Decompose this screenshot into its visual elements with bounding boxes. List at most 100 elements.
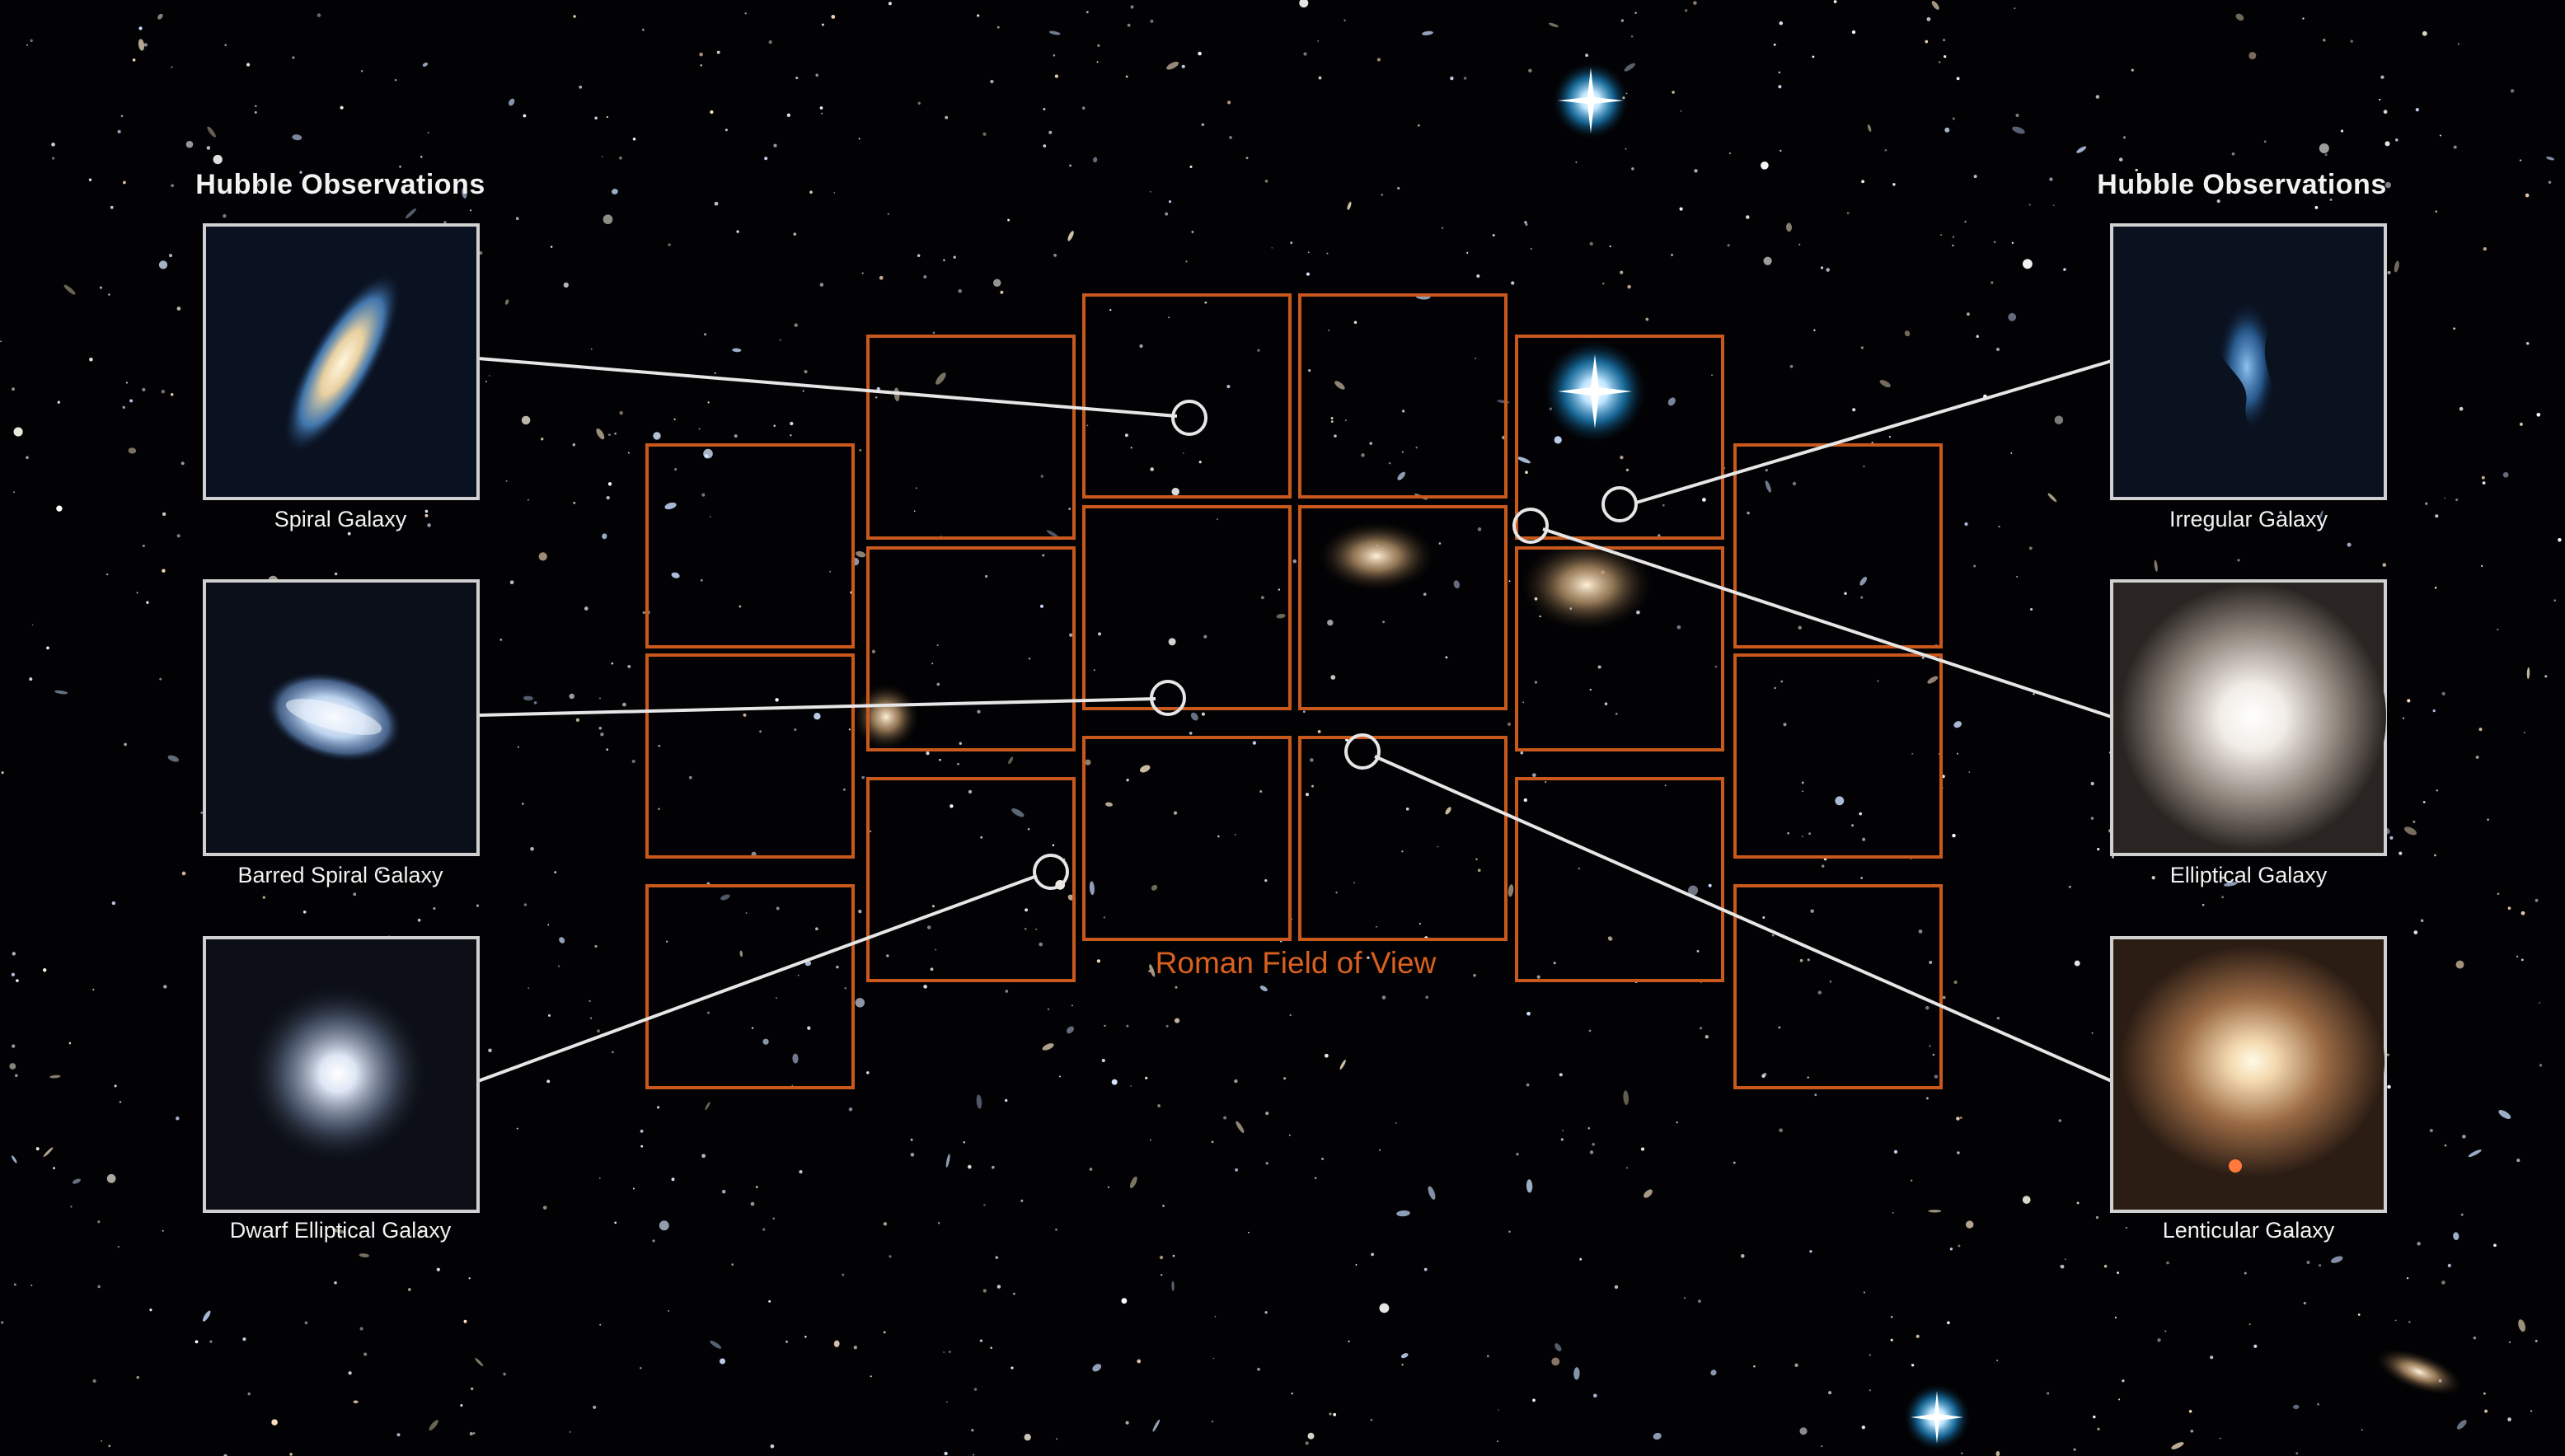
background-star [2014, 7, 2016, 10]
background-star [1708, 883, 1712, 887]
background-star [195, 1340, 199, 1344]
background-star [1522, 701, 1525, 704]
background-star [132, 58, 136, 62]
background-star [2382, 563, 2387, 567]
background-star [394, 78, 397, 82]
background-star [699, 52, 703, 57]
background-star [871, 649, 876, 653]
background-galaxy [2012, 126, 2025, 134]
background-star [2399, 851, 2403, 855]
background-star [533, 701, 537, 705]
background-star [1910, 1179, 1913, 1182]
background-star [1694, 169, 1698, 173]
background-star [1888, 436, 1891, 438]
background-star [2221, 896, 2225, 899]
background-star [1379, 1303, 1390, 1313]
background-star [2210, 1355, 2214, 1360]
background-star [2103, 1264, 2108, 1268]
background-star [606, 115, 608, 119]
background-star [1943, 39, 1946, 42]
background-star [1369, 442, 1372, 445]
background-star [0, 340, 2, 343]
background-star [1741, 1254, 1745, 1258]
background-galaxy [1149, 964, 1156, 977]
background-galaxy [1445, 807, 1451, 815]
background-star [1688, 885, 1699, 896]
background-star [136, 592, 138, 594]
background-star [470, 209, 472, 212]
background-star [1130, 447, 1132, 449]
background-star [2402, 717, 2405, 719]
background-star [2095, 1215, 2099, 1220]
background-star [1013, 1292, 1015, 1295]
background-galaxy [935, 372, 946, 385]
detector-chip [1082, 293, 1292, 499]
background-star [89, 357, 93, 362]
background-star [206, 146, 211, 150]
background-star [1952, 833, 1956, 838]
background-star [1307, 1432, 1315, 1440]
background-star [563, 282, 569, 288]
background-star [146, 601, 149, 604]
background-galaxy [1105, 802, 1113, 807]
background-star [101, 1440, 102, 1442]
background-star [673, 418, 676, 421]
background-star [516, 1127, 518, 1130]
background-star [1330, 420, 1334, 424]
galaxy-bar [285, 699, 382, 735]
background-star [1863, 466, 1865, 468]
background-star [436, 1267, 440, 1271]
background-star [1103, 916, 1105, 919]
background-star [1172, 1254, 1175, 1257]
background-star [427, 132, 429, 133]
background-galaxy [1867, 124, 1872, 133]
background-galaxy [945, 1154, 950, 1168]
background-star [479, 250, 483, 255]
background-star [2462, 1135, 2466, 1139]
background-star [1068, 633, 1073, 637]
background-star [848, 728, 851, 731]
background-star [1401, 1364, 1404, 1366]
background-star [1676, 625, 1681, 630]
background-star [870, 1375, 872, 1378]
background-star [1592, 1393, 1597, 1398]
background-star [1498, 1409, 1500, 1411]
background-galaxy [1508, 884, 1514, 897]
background-star [739, 605, 742, 608]
background-star [1778, 85, 1782, 89]
background-star [958, 288, 963, 293]
background-star [1585, 54, 1589, 58]
background-star [1289, 1014, 1292, 1017]
background-star [611, 662, 614, 665]
background-star [931, 905, 935, 908]
background-star [793, 232, 797, 236]
background-star [110, 205, 114, 209]
background-star [607, 433, 611, 437]
background-star [1423, 592, 1427, 597]
background-star [1441, 227, 1444, 229]
background-star [990, 79, 994, 84]
background-star [1890, 1316, 1893, 1318]
background-star [1353, 321, 1358, 324]
target-circle [1601, 486, 1638, 522]
background-star [980, 836, 983, 839]
background-star [963, 1141, 966, 1144]
background-star [523, 903, 528, 906]
background-galaxy [2498, 1110, 2511, 1119]
background-star [1043, 107, 1046, 110]
background-star [2033, 693, 2035, 695]
dwarf-elliptical-galaxy-image [247, 983, 429, 1164]
detector-chip [1733, 653, 1943, 859]
irregular-galaxy-caption: Irregular Galaxy [2169, 507, 2328, 531]
background-star [1575, 161, 1578, 163]
background-star [804, 1336, 807, 1338]
background-star [185, 140, 194, 148]
background-star [1054, 74, 1059, 78]
background-star [488, 1048, 492, 1053]
background-star [1212, 1421, 1214, 1423]
background-star [460, 1404, 463, 1407]
background-star [1086, 424, 1089, 427]
background-star [176, 534, 181, 538]
background-galaxy [63, 284, 76, 295]
background-star [861, 272, 864, 274]
